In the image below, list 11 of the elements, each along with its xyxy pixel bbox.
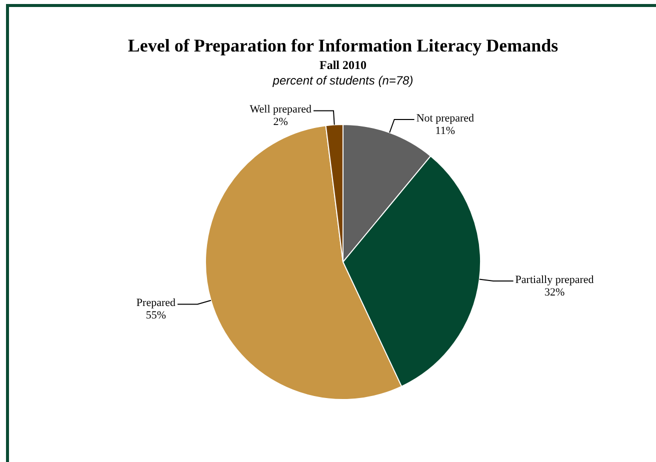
data-label: 2% — [273, 116, 288, 128]
chart-subtitle: Fall 2010 — [320, 58, 366, 72]
data-label: 11% — [435, 124, 456, 137]
data-label: 32% — [544, 286, 565, 298]
slice-label: Not prepared — [416, 112, 475, 124]
data-label: 55% — [146, 310, 166, 322]
slice-label: Well prepared — [250, 104, 312, 116]
chart-title: Level of Preparation for Information Literacy Demands — [128, 36, 558, 56]
text: percent of students (n=78) — [272, 73, 414, 88]
slice-label: Prepared — [136, 297, 176, 310]
slice-label: Partially prepared — [515, 274, 594, 286]
